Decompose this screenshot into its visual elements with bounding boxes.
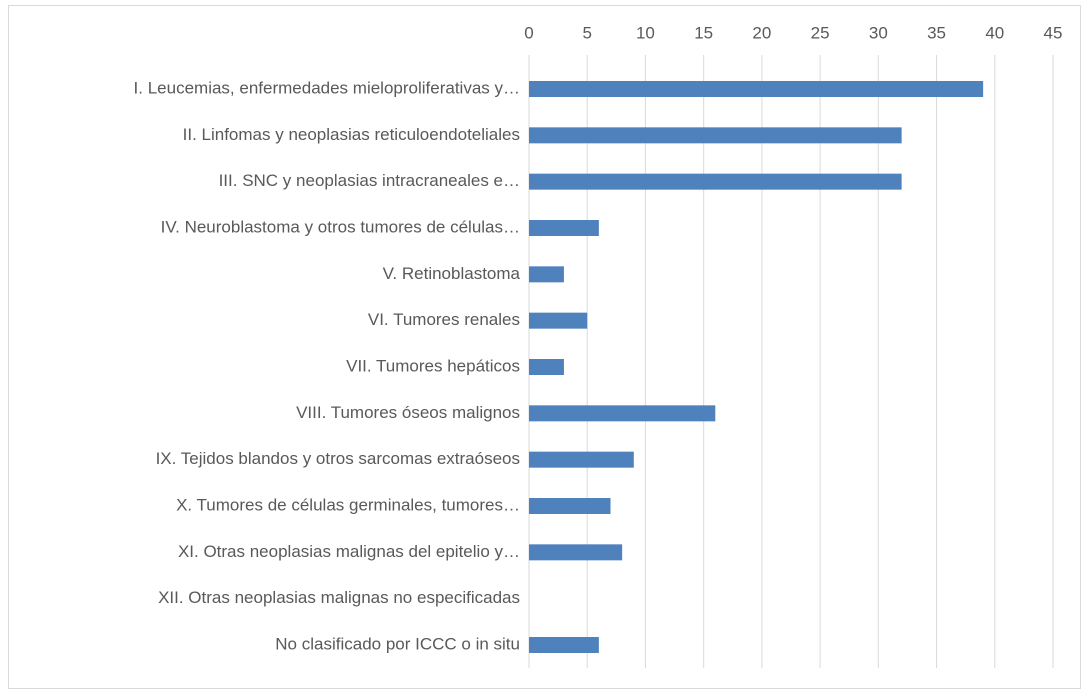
y-tick-label: IV. Neuroblastoma y otros tumores de cél… xyxy=(161,217,520,236)
y-tick-label: V. Retinoblastoma xyxy=(383,264,521,283)
y-tick-label: I. Leucemias, enfermedades mieloprolifer… xyxy=(134,78,520,97)
x-tick-label: 20 xyxy=(752,23,771,42)
y-tick-label: No clasificado por ICCC o in situ xyxy=(275,634,520,653)
bar xyxy=(529,637,599,653)
bar xyxy=(529,312,588,329)
y-tick-label: VI. Tumores renales xyxy=(368,310,520,329)
bar xyxy=(529,81,984,97)
bar xyxy=(529,405,716,422)
y-tick-label: XII. Otras neoplasias malignas no especi… xyxy=(158,588,520,607)
y-tick-label: II. Linfomas y neoplasias reticuloendote… xyxy=(183,125,520,144)
y-tick-label: XI. Otras neoplasias malignas del epitel… xyxy=(178,542,520,561)
bar xyxy=(529,359,564,375)
y-tick-label: VII. Tumores hepáticos xyxy=(346,356,520,375)
bar xyxy=(529,220,599,236)
x-tick-label: 15 xyxy=(694,23,713,42)
bar xyxy=(529,498,611,514)
y-tick-label: III. SNC y neoplasias intracraneales e… xyxy=(219,171,520,190)
y-tick-label: VIII. Tumores óseos malignos xyxy=(296,403,520,422)
bar xyxy=(529,451,634,468)
x-tick-label: 45 xyxy=(1044,23,1063,42)
bar xyxy=(529,544,623,561)
chart-frame xyxy=(8,5,1081,689)
x-tick-label: 0 xyxy=(524,23,533,42)
bar xyxy=(529,127,902,144)
x-tick-label: 25 xyxy=(811,23,830,42)
y-tick-label: X. Tumores de células germinales, tumore… xyxy=(176,495,520,514)
x-tick-label: 35 xyxy=(927,23,946,42)
bar xyxy=(529,266,564,283)
x-tick-label: 5 xyxy=(582,23,591,42)
x-tick-label: 10 xyxy=(636,23,655,42)
y-tick-label: IX. Tejidos blandos y otros sarcomas ext… xyxy=(156,449,520,468)
x-tick-label: 40 xyxy=(985,23,1004,42)
bar xyxy=(529,173,902,190)
x-tick-label: 30 xyxy=(869,23,888,42)
